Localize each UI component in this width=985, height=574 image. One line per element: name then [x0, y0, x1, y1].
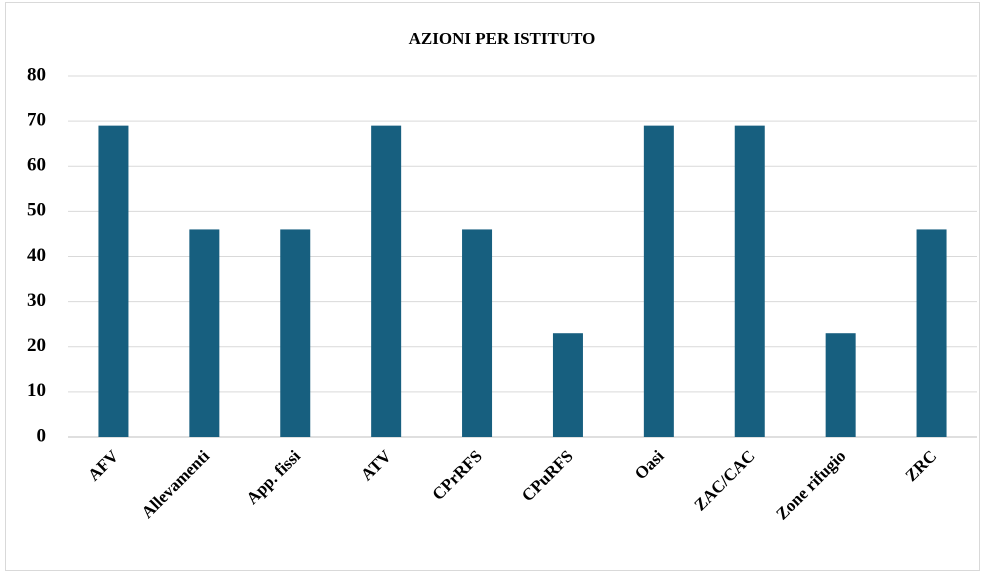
y-tick-label: 0 [37, 425, 47, 446]
y-tick-label: 70 [27, 109, 46, 130]
bar [462, 229, 493, 437]
bar [825, 333, 856, 437]
bar [734, 125, 765, 437]
bar [552, 333, 583, 437]
y-tick-label: 80 [27, 64, 46, 85]
y-tick-label: 50 [27, 200, 46, 221]
chart-title: AZIONI PER ISTITUTO [409, 29, 596, 48]
y-tick-label: 40 [27, 245, 46, 266]
y-tick-label: 10 [27, 380, 46, 401]
bar [643, 125, 674, 437]
y-tick-label: 20 [27, 335, 46, 356]
y-tick-label: 60 [27, 155, 46, 176]
bar [189, 229, 220, 437]
bar [371, 125, 402, 437]
bar [916, 229, 947, 437]
bar [98, 125, 129, 437]
bar [280, 229, 311, 437]
chart-border [5, 2, 980, 571]
y-tick-label: 30 [27, 290, 46, 311]
